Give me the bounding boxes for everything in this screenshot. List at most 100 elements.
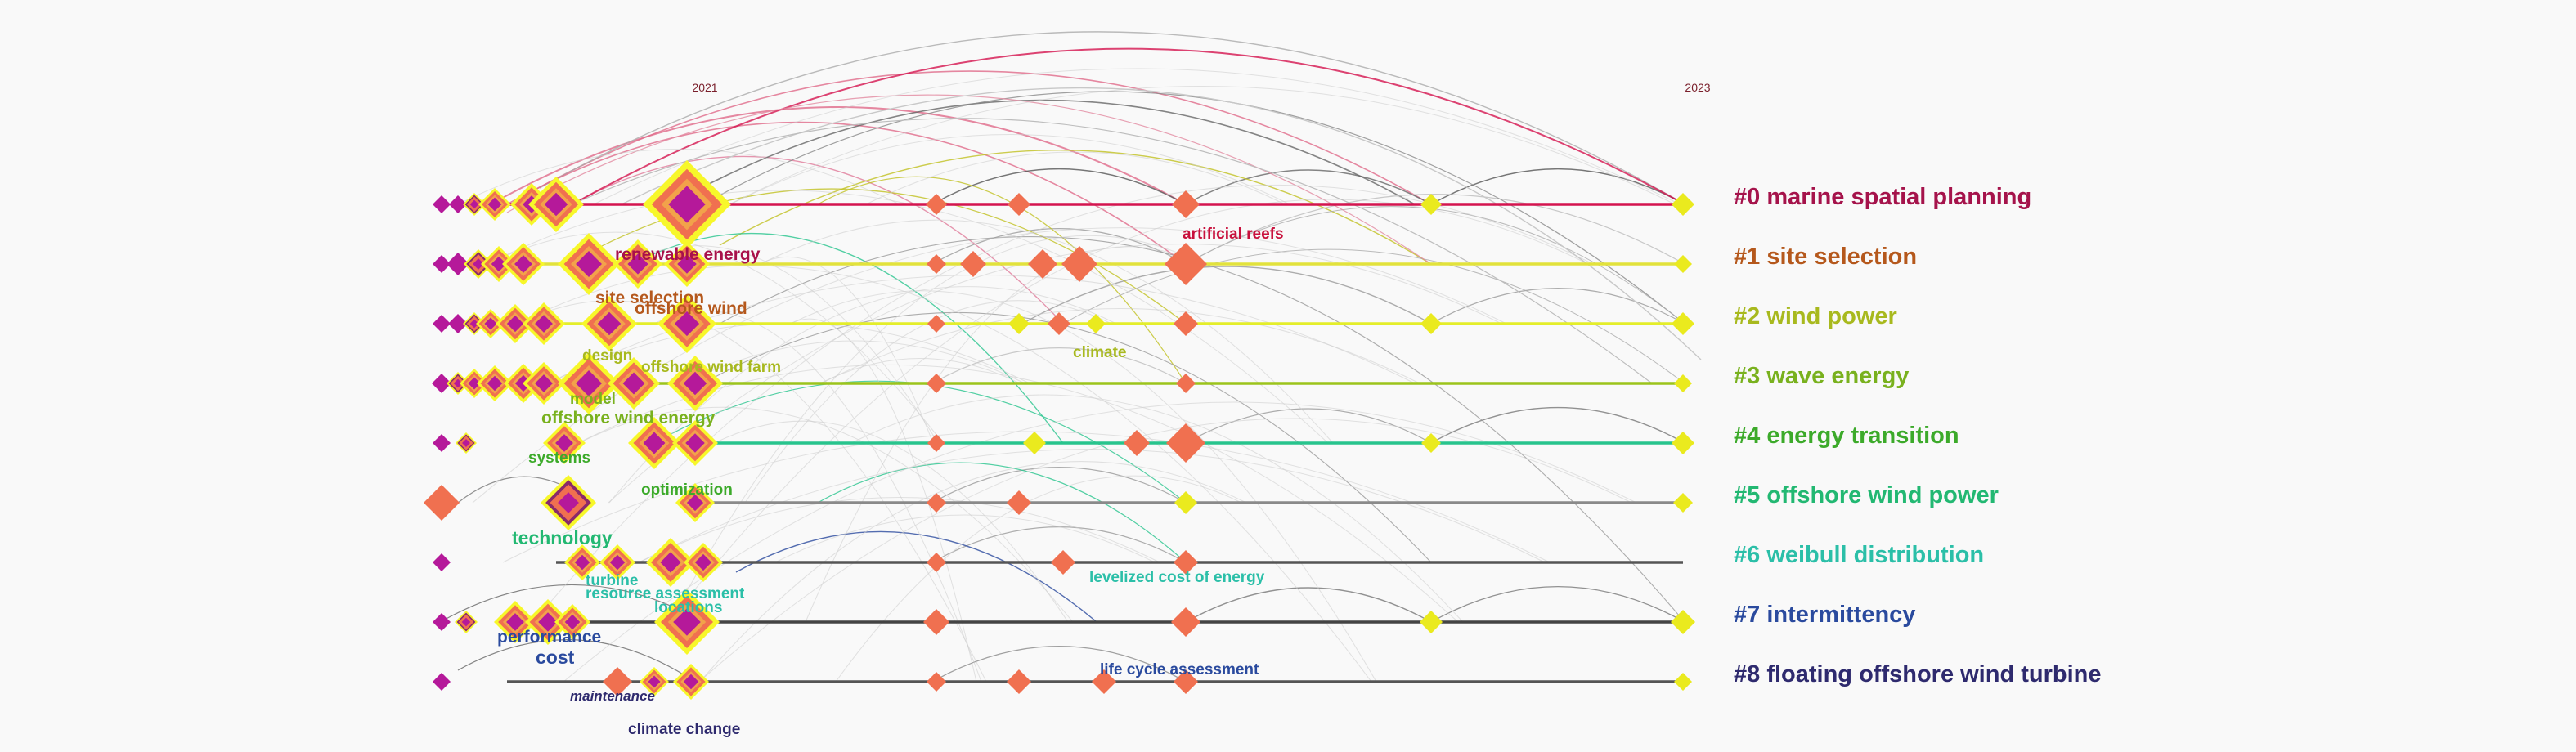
keyword-node: [926, 194, 947, 215]
keyword-node: [1124, 430, 1150, 456]
keyword-node: [668, 186, 706, 223]
keyword-node: [576, 251, 602, 277]
keyword-node: [1051, 550, 1075, 575]
cluster-label-1[interactable]: #1 site selection: [1734, 244, 1917, 270]
citation-arc: [699, 461, 1247, 683]
kw-renewable-energy: renewable energy: [615, 245, 761, 264]
citation-arc: [457, 149, 900, 205]
keyword-node: [1420, 313, 1442, 334]
keyword-node: [660, 552, 681, 573]
citation-arc: [506, 94, 1432, 265]
keyword-node: [1061, 246, 1097, 282]
keyword-node: [1174, 491, 1197, 514]
keyword-node: [1023, 432, 1046, 454]
keyword-node: [461, 617, 471, 627]
keyword-node: [462, 439, 470, 447]
citation-arc: [441, 584, 704, 623]
cluster-label-8[interactable]: #8 floating offshore wind turbine: [1734, 661, 2102, 687]
keyword-node: [1420, 194, 1442, 215]
citation-arc: [563, 401, 1637, 683]
year-end-label: 2023: [1685, 81, 1710, 94]
citation-arc: [789, 318, 977, 683]
keyword-node: [648, 675, 661, 688]
keyword-node: [535, 374, 553, 392]
kw-optimization: optimization: [641, 481, 733, 499]
citation-arc: [774, 514, 1156, 563]
citation-arc: [931, 646, 1187, 683]
keyword-node: [674, 311, 700, 337]
citation-arc: [760, 219, 1334, 444]
citation-arc: [608, 286, 1117, 504]
kw-artificial-reefs: artificial reefs: [1183, 226, 1284, 243]
keyword-node: [433, 315, 451, 333]
citation-arc: [931, 347, 1187, 384]
keyword-node: [447, 253, 469, 275]
keyword-node: [1174, 311, 1198, 336]
keyword-node: [487, 375, 503, 392]
keyword-node: [468, 377, 481, 390]
keyword-node: [1086, 314, 1106, 333]
citation-arc: [670, 99, 1416, 205]
keyword-node: [927, 434, 945, 452]
keyword-node: [453, 378, 463, 388]
keyword-node: [564, 614, 581, 630]
keyword-node: [643, 432, 666, 454]
cluster-label-4[interactable]: #4 energy transition: [1734, 423, 1959, 449]
citation-arc: [523, 70, 1432, 205]
citation-arc: [518, 300, 987, 683]
keyword-node: [1176, 374, 1196, 393]
cluster-label-7[interactable]: #7 intermittency: [1734, 602, 1915, 628]
kw-technology: technology: [512, 527, 613, 548]
keyword-node: [1672, 193, 1694, 216]
keyword-node: [544, 192, 568, 217]
citation-arc: [608, 244, 1502, 504]
citation-arc: [790, 290, 1377, 683]
cluster-label-6[interactable]: #6 weibull distribution: [1734, 542, 1984, 568]
citation-arc: [817, 176, 1187, 384]
citation-arc: [729, 134, 1290, 205]
citation-arc: [593, 68, 1681, 205]
cluster-label-0[interactable]: #0 marine spatial planning: [1734, 184, 2031, 210]
citation-arc: [668, 199, 1589, 623]
kw-turbine: turbine: [586, 572, 638, 589]
citation-arc: [1430, 168, 1685, 205]
keyword-node: [927, 493, 946, 513]
kw-resource-assessment: resource assessment: [586, 585, 745, 602]
citation-arc: [502, 431, 1551, 563]
keyword-node: [432, 374, 451, 393]
citation-arc: [1185, 587, 1432, 623]
citation-arc: [1185, 408, 1432, 444]
citation-arcs: [441, 31, 1702, 683]
keyword-node: [927, 672, 946, 692]
citation-arc: [572, 118, 1653, 384]
keyword-node: [1671, 610, 1695, 634]
citation-arc: [578, 406, 1074, 623]
cluster-label-3[interactable]: #3 wave energy: [1734, 363, 1909, 389]
citation-arc: [714, 420, 1069, 623]
keyword-node: [1674, 673, 1692, 691]
cluster-label-5[interactable]: #5 offshore wind power: [1734, 482, 1999, 508]
keyword-node: [576, 370, 602, 396]
keyword-node: [1674, 255, 1692, 273]
keyword-node: [683, 674, 699, 690]
kw-life-cycle-assessment: life cycle assessment: [1100, 661, 1259, 678]
citation-arc: [1021, 266, 1432, 325]
keyword-node: [685, 433, 705, 453]
citation-arc: [457, 639, 696, 683]
keyword-node: [923, 609, 949, 635]
citation-arc: [1430, 407, 1685, 444]
keyword-node: [597, 311, 622, 336]
citation-arc: [638, 449, 1546, 563]
keyword-node: [514, 255, 532, 273]
keyword-node: [1674, 374, 1692, 392]
citation-arc: [698, 418, 1632, 683]
keyword-node: [683, 371, 707, 396]
keyword-node: [484, 317, 497, 330]
keyword-node: [1165, 243, 1207, 285]
citation-arc: [623, 245, 939, 444]
keyword-node: [686, 494, 704, 512]
cluster-label-2[interactable]: #2 wind power: [1734, 303, 1897, 329]
citation-arc: [572, 47, 1685, 205]
citation-arc: [931, 168, 1187, 205]
